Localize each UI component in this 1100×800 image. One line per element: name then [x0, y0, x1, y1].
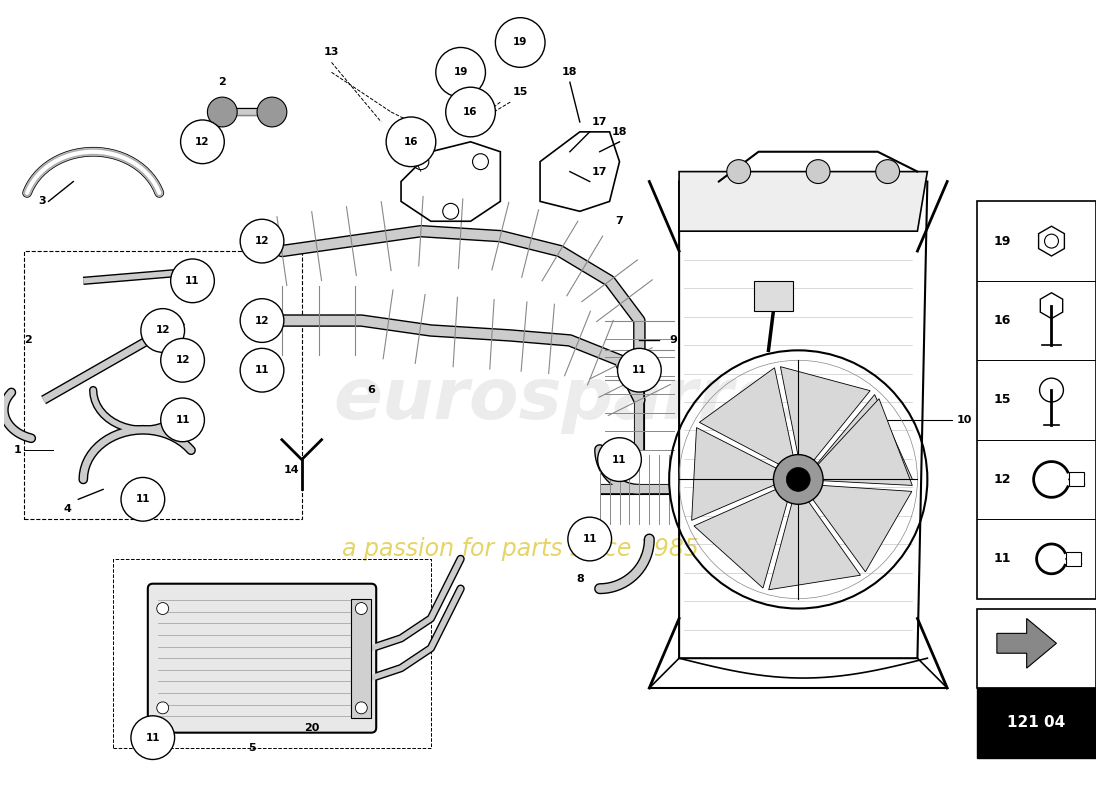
Text: 19: 19	[513, 38, 527, 47]
Text: 121 04: 121 04	[1008, 715, 1066, 730]
Circle shape	[240, 348, 284, 392]
Polygon shape	[679, 171, 927, 231]
Bar	[1069, 473, 1085, 486]
FancyBboxPatch shape	[147, 584, 376, 733]
Circle shape	[727, 160, 750, 183]
Circle shape	[355, 702, 367, 714]
Text: 12: 12	[993, 473, 1011, 486]
Polygon shape	[780, 366, 870, 460]
Circle shape	[157, 602, 168, 614]
Circle shape	[597, 438, 641, 482]
Polygon shape	[700, 368, 793, 464]
Circle shape	[446, 87, 495, 137]
Text: 18: 18	[562, 67, 578, 78]
Text: 17: 17	[592, 117, 607, 127]
Text: 2: 2	[24, 335, 32, 346]
Text: 10: 10	[957, 415, 972, 425]
Polygon shape	[769, 502, 860, 590]
Bar	[977, 609, 1097, 688]
Polygon shape	[692, 427, 777, 520]
Text: 4: 4	[64, 504, 72, 514]
Circle shape	[161, 338, 205, 382]
Text: 11: 11	[632, 366, 647, 375]
Circle shape	[495, 18, 544, 67]
Circle shape	[568, 517, 612, 561]
Text: 16: 16	[993, 314, 1011, 327]
Text: 9: 9	[669, 335, 676, 346]
Text: eurosparres: eurosparres	[333, 366, 826, 434]
Circle shape	[240, 219, 284, 263]
Text: 7: 7	[616, 216, 624, 226]
Text: 1: 1	[14, 445, 22, 454]
Circle shape	[208, 97, 238, 127]
Circle shape	[141, 309, 185, 352]
Circle shape	[355, 602, 367, 614]
Bar	[351, 598, 372, 718]
Circle shape	[121, 478, 165, 521]
Circle shape	[257, 97, 287, 127]
Text: 2: 2	[219, 78, 227, 87]
Text: 3: 3	[39, 196, 46, 206]
Text: 12: 12	[155, 326, 170, 335]
Circle shape	[617, 348, 661, 392]
Polygon shape	[813, 486, 912, 572]
Circle shape	[876, 160, 900, 183]
Circle shape	[386, 117, 436, 166]
Text: 11: 11	[613, 454, 627, 465]
Text: 12: 12	[175, 355, 190, 366]
Text: a passion for parts since 1985: a passion for parts since 1985	[342, 537, 698, 561]
Bar	[754, 281, 793, 310]
Polygon shape	[997, 618, 1056, 668]
Text: 11: 11	[145, 733, 160, 742]
Bar	[977, 688, 1097, 758]
Text: 11: 11	[993, 552, 1011, 566]
Text: 19: 19	[453, 67, 468, 78]
Text: 12: 12	[195, 137, 210, 147]
Text: 12: 12	[255, 315, 270, 326]
Text: 16: 16	[404, 137, 418, 147]
Circle shape	[786, 467, 811, 491]
Text: 11: 11	[135, 494, 150, 504]
Text: 5: 5	[249, 742, 256, 753]
Text: 11: 11	[583, 534, 597, 544]
Text: 14: 14	[284, 465, 299, 474]
Circle shape	[773, 454, 823, 504]
Text: 16: 16	[463, 107, 477, 117]
Text: 8: 8	[576, 574, 584, 584]
Polygon shape	[817, 394, 913, 479]
Text: 15: 15	[513, 87, 528, 97]
Circle shape	[806, 160, 830, 183]
Text: 13: 13	[323, 47, 339, 58]
Circle shape	[161, 398, 205, 442]
Bar	[977, 202, 1097, 598]
Text: 11: 11	[255, 366, 270, 375]
Text: 11: 11	[185, 276, 200, 286]
Text: 15: 15	[993, 394, 1011, 406]
Text: 19: 19	[993, 234, 1011, 248]
Polygon shape	[818, 398, 912, 486]
Text: 17: 17	[592, 166, 607, 177]
Text: 12: 12	[255, 236, 270, 246]
Circle shape	[240, 298, 284, 342]
Circle shape	[157, 702, 168, 714]
Circle shape	[131, 716, 175, 759]
Text: 6: 6	[367, 385, 375, 395]
Circle shape	[180, 120, 224, 164]
Text: 11: 11	[175, 415, 190, 425]
Circle shape	[170, 259, 214, 302]
Bar	[1066, 552, 1081, 566]
Polygon shape	[694, 490, 788, 588]
Text: 20: 20	[304, 722, 319, 733]
Circle shape	[436, 47, 485, 97]
Text: 18: 18	[612, 127, 627, 137]
